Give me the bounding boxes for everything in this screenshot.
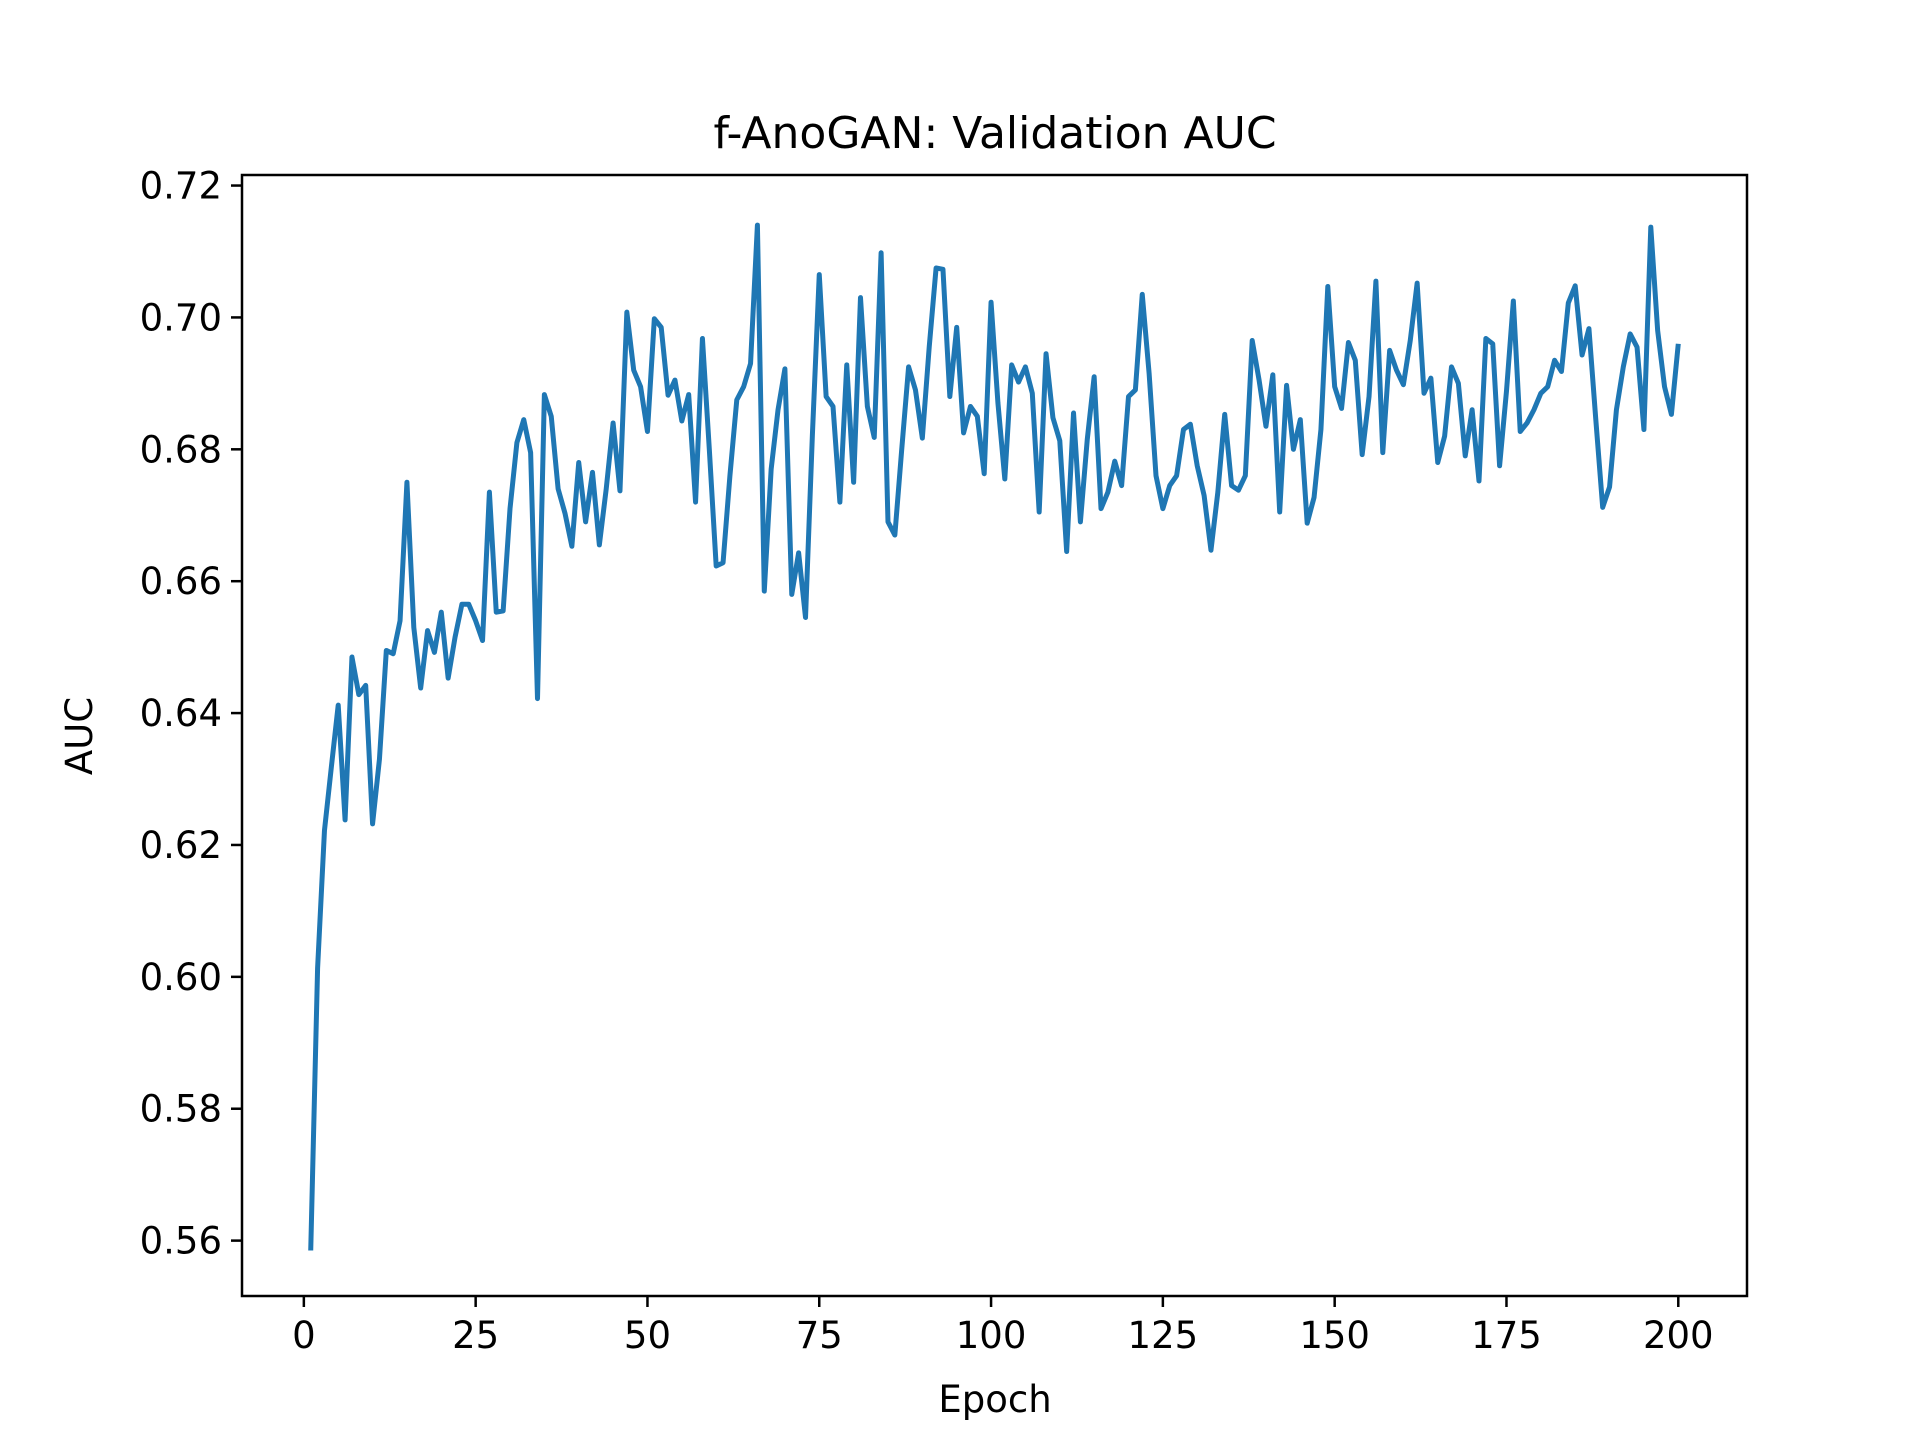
series-layer <box>308 222 1681 1251</box>
x-tick-label: 25 <box>452 1314 499 1357</box>
x-tick-label: 175 <box>1471 1314 1542 1357</box>
x-tick-label: 75 <box>796 1314 843 1357</box>
y-axis: 0.56 0.58 0.60 0.62 0.64 0.66 0.68 0.70 0.72 <box>140 165 242 1263</box>
x-tick-label: 100 <box>956 1314 1027 1357</box>
x-tick-label: 150 <box>1299 1314 1370 1357</box>
x-tick-label: 200 <box>1643 1314 1714 1357</box>
y-tick-label: 0.72 <box>140 165 222 208</box>
x-axis: 0 25 50 75 100 125 150 175 200 <box>292 1296 1714 1357</box>
x-tick-label: 50 <box>624 1314 671 1357</box>
x-axis-label: Epoch <box>938 1378 1051 1421</box>
y-tick-label: 0.60 <box>140 956 222 999</box>
x-tick-label: 0 <box>292 1314 316 1357</box>
y-tick-label: 0.56 <box>140 1220 222 1263</box>
chart-title: f-AnoGAN: Validation AUC <box>713 108 1276 159</box>
y-axis-label: AUC <box>58 697 101 775</box>
y-tick-label: 0.70 <box>140 296 222 339</box>
y-tick-label: 0.62 <box>140 824 222 867</box>
y-tick-label: 0.66 <box>140 560 222 603</box>
y-tick-label: 0.68 <box>140 428 222 471</box>
plot-area-frame <box>240 173 1749 1298</box>
y-tick-label: 0.58 <box>140 1088 222 1131</box>
y-tick-label: 0.64 <box>140 692 222 735</box>
series-line <box>308 222 1681 1251</box>
x-tick-label: 125 <box>1128 1314 1199 1357</box>
